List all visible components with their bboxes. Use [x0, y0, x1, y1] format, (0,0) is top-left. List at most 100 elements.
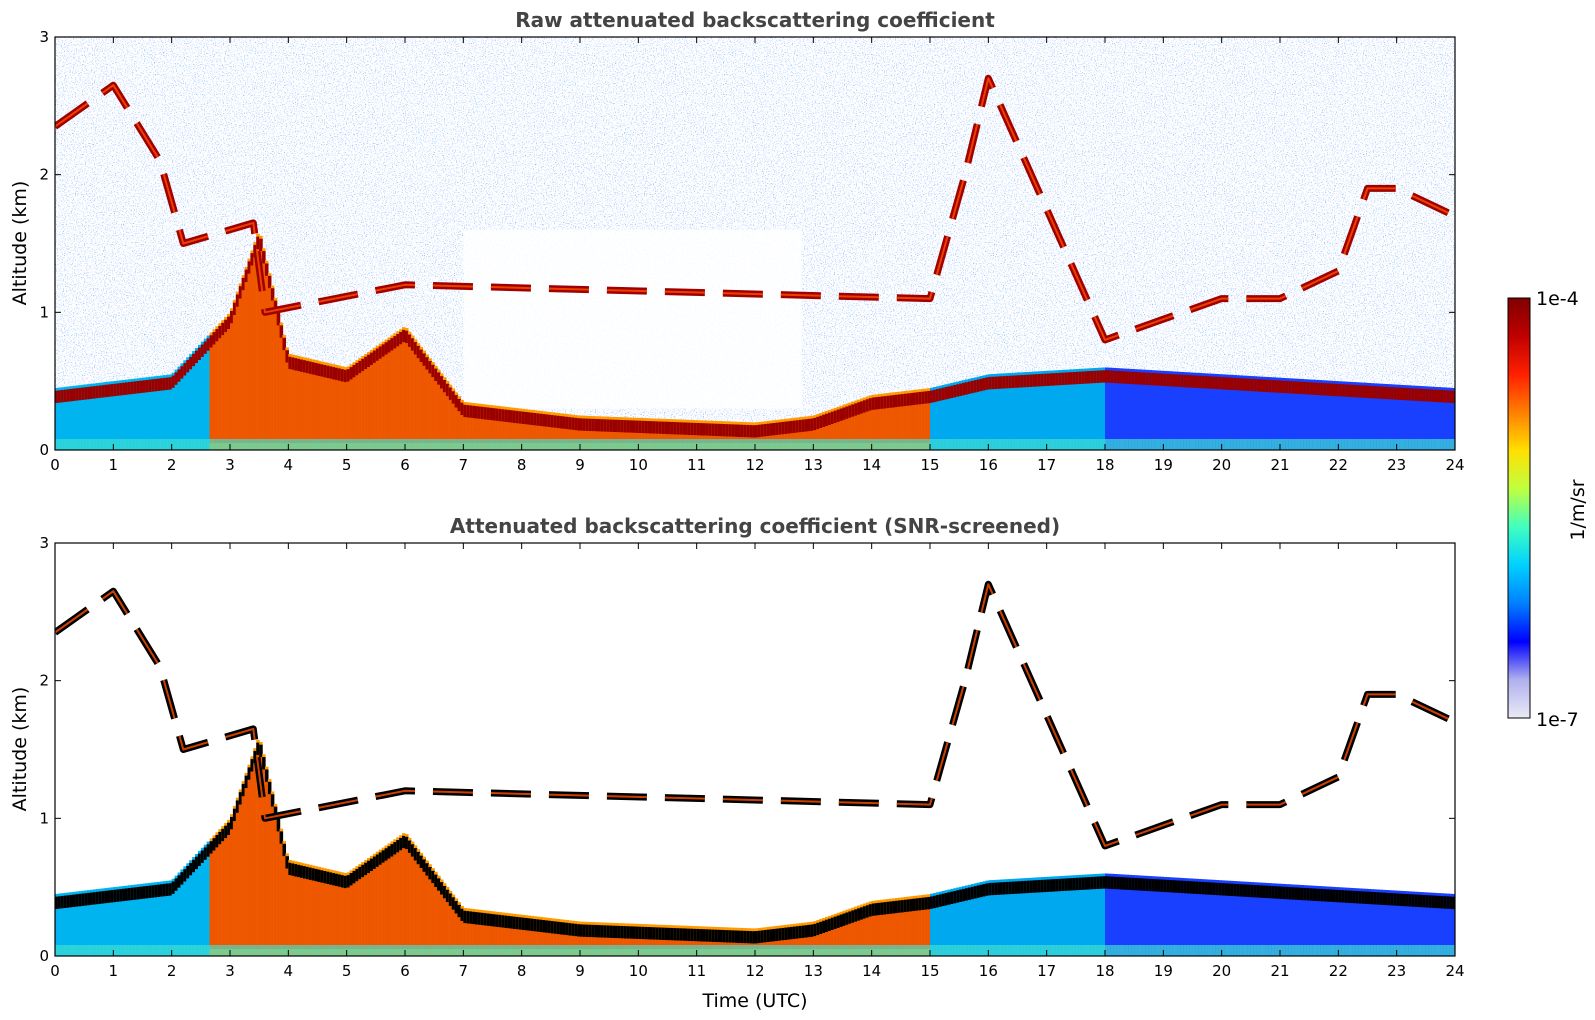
aerosol-column [81, 384, 85, 450]
dense-aerosol [469, 923, 473, 950]
surface-strip [874, 438, 879, 450]
surface-strip [839, 438, 844, 450]
surface-strip [1288, 438, 1293, 450]
dense-aerosol [486, 419, 491, 444]
surface-strip [1317, 944, 1322, 956]
dense-aerosol [915, 910, 919, 950]
dense-aerosol [880, 914, 884, 950]
surface-strip [804, 438, 809, 450]
surface-strip [407, 438, 412, 450]
boundary-band [317, 363, 322, 377]
boundary-band [157, 378, 161, 391]
dense-aerosol [244, 282, 249, 444]
boundary-band [320, 870, 324, 883]
boundary-band [801, 925, 806, 938]
surface-strip [323, 944, 327, 956]
surface-strip [778, 438, 782, 450]
boundary-band [1396, 893, 1401, 906]
surface-strip [897, 944, 902, 956]
boundary-band [1029, 374, 1033, 387]
surface-strip [822, 438, 826, 450]
surface-strip [851, 944, 855, 956]
surface-strip [302, 944, 307, 956]
surface-strip [180, 438, 184, 450]
boundary-band [84, 893, 88, 906]
x-tick-label: 2 [167, 962, 177, 980]
boundary-band [1329, 889, 1334, 902]
surface-strip [90, 438, 94, 450]
x-tick-label: 14 [862, 456, 881, 474]
surface-strip [1408, 944, 1412, 956]
aerosol-column [1446, 893, 1450, 956]
dense-aerosol [918, 910, 922, 950]
x-tick-label: 7 [459, 962, 469, 980]
dense-aerosol [355, 881, 359, 950]
surface-strip [1172, 944, 1176, 956]
boundary-band [728, 930, 733, 943]
boundary-band [909, 899, 914, 912]
boundary-band [1183, 880, 1188, 894]
surface-strip [189, 438, 193, 450]
surface-strip [165, 944, 170, 956]
surface-strip [527, 438, 532, 450]
aerosol-column [107, 887, 112, 956]
boundary-band [775, 422, 779, 436]
boundary-band [1434, 389, 1439, 403]
boundary-band [1411, 388, 1415, 401]
surface-strip [238, 438, 243, 450]
dense-aerosol [375, 360, 380, 444]
dense-aerosol [647, 433, 651, 444]
boundary-band [833, 410, 838, 423]
boundary-band [673, 928, 677, 941]
dense-aerosol [396, 852, 400, 950]
aerosol-column [1037, 371, 1042, 450]
boundary-band [1145, 372, 1150, 386]
aerosol-column [1437, 893, 1442, 956]
boundary-band [1294, 381, 1299, 394]
boundary-band [57, 390, 62, 403]
boundary-band [807, 924, 812, 938]
dense-aerosol [215, 847, 219, 950]
surface-strip [1303, 944, 1307, 956]
surface-strip [1026, 944, 1030, 956]
boundary-band [667, 927, 672, 941]
surface-strip [1043, 944, 1048, 956]
surface-strip [889, 438, 893, 450]
boundary-band [177, 369, 182, 382]
surface-strip [1338, 944, 1342, 956]
boundary-band [92, 892, 97, 905]
surface-strip [632, 438, 637, 450]
boundary-band [378, 346, 383, 359]
surface-strip [422, 438, 427, 450]
aerosol-column [1061, 369, 1065, 450]
aerosol-column [1373, 383, 1377, 450]
boundary-band [600, 925, 604, 938]
raw-panel-title: Raw attenuated backscattering coefficien… [515, 8, 995, 32]
dense-aerosol [454, 913, 459, 950]
surface-strip [1297, 944, 1302, 956]
boundary-band [343, 875, 348, 889]
dense-aerosol [297, 877, 301, 950]
surface-strip [203, 944, 208, 956]
surface-strip [1370, 438, 1374, 450]
surface-strip [1040, 438, 1045, 450]
surface-strip [1422, 944, 1427, 956]
surface-strip [562, 438, 567, 450]
boundary-band [1376, 892, 1380, 905]
surface-strip [1262, 438, 1267, 450]
surface-strip [466, 438, 470, 450]
boundary-band [477, 406, 482, 419]
aerosol-column [1297, 378, 1302, 450]
dense-aerosol [889, 913, 893, 950]
surface-strip [591, 944, 596, 956]
surface-strip [1385, 438, 1389, 450]
surface-strip [282, 944, 287, 956]
boundary-band [708, 929, 712, 942]
surface-strip [81, 438, 85, 450]
aerosol-column [976, 882, 981, 956]
surface-strip [1195, 438, 1199, 450]
dense-aerosol [845, 418, 849, 444]
boundary-band [836, 915, 841, 928]
dense-aerosol [250, 771, 254, 950]
boundary-band [1192, 375, 1197, 388]
